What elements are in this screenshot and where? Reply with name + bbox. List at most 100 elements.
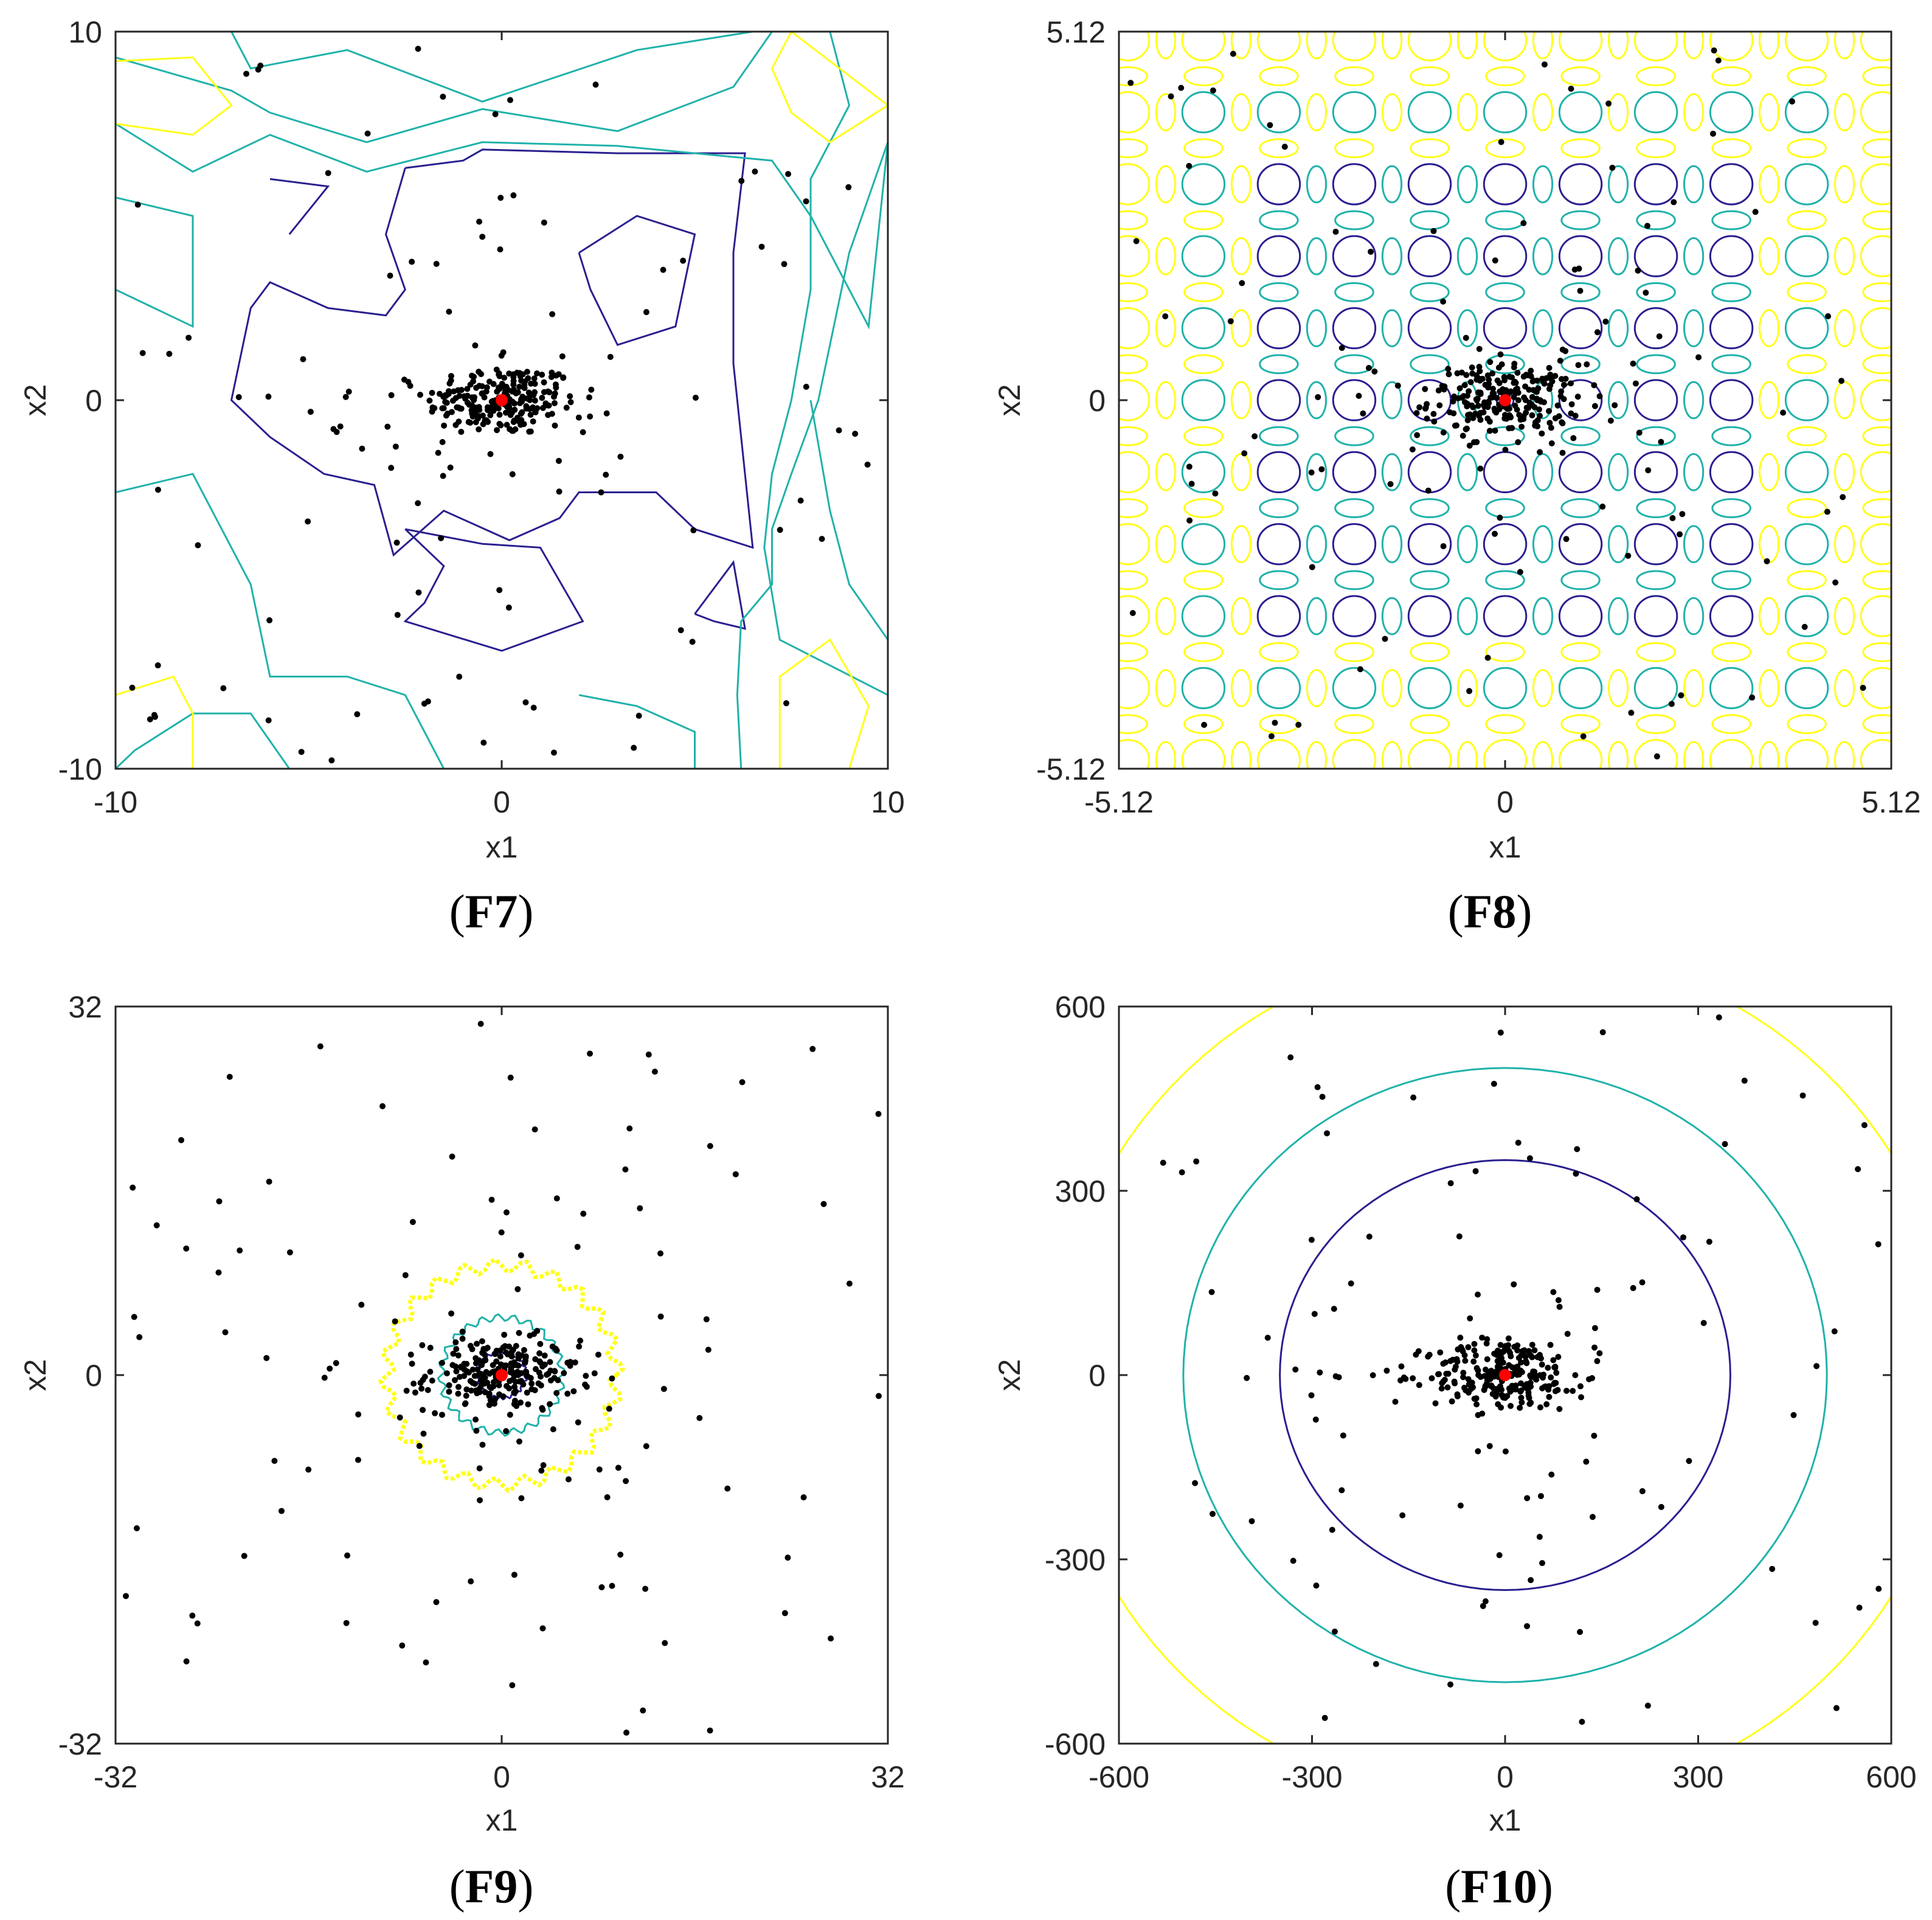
population-point xyxy=(1469,364,1475,371)
contour-loop-mid xyxy=(1784,595,1829,637)
contour-saddle-mid xyxy=(1334,570,1374,591)
population-point xyxy=(492,1395,499,1402)
population-point xyxy=(1577,1394,1584,1401)
contour-line-mid xyxy=(116,32,773,144)
population-point xyxy=(1589,1514,1596,1520)
contour-line-mid xyxy=(116,196,194,328)
population-point xyxy=(1331,1628,1338,1635)
population-point xyxy=(342,393,349,400)
population-point xyxy=(129,684,136,691)
population-point xyxy=(384,423,391,430)
population-point xyxy=(1537,412,1543,419)
population-point xyxy=(136,1334,143,1340)
population-point xyxy=(1764,558,1770,564)
contour-saddle-mid xyxy=(1456,453,1478,491)
contour-loop-low xyxy=(1407,451,1452,493)
population-point xyxy=(464,386,471,392)
population-point xyxy=(1825,313,1832,320)
contour-saddle-high xyxy=(1381,32,1403,60)
population-point xyxy=(1639,1279,1646,1286)
population-point xyxy=(409,258,415,265)
population-point xyxy=(1210,87,1216,94)
contour-loop-high xyxy=(1119,379,1151,421)
contour-saddle-high xyxy=(1833,669,1855,707)
population-point xyxy=(783,700,789,707)
contour-saddle-high xyxy=(1607,669,1629,707)
contour-saddle-high xyxy=(1334,714,1374,735)
population-point xyxy=(300,356,306,362)
contour-loop-high xyxy=(1784,739,1829,769)
population-point xyxy=(355,1457,361,1463)
population-point xyxy=(514,1286,521,1292)
contour-saddle-high xyxy=(1183,426,1224,446)
population-point xyxy=(1369,1372,1376,1379)
contour-loop-high xyxy=(1119,307,1151,350)
population-point xyxy=(1559,419,1565,426)
population-point xyxy=(330,426,337,432)
population-point xyxy=(1338,1487,1345,1494)
population-point xyxy=(1633,1196,1640,1202)
population-point xyxy=(536,1350,543,1357)
population-point xyxy=(1488,1367,1495,1374)
population-point xyxy=(459,1328,466,1335)
population-point xyxy=(1589,1375,1596,1382)
population-point xyxy=(194,1620,201,1627)
y-axis-label: x2 xyxy=(18,1359,52,1391)
population-point xyxy=(1668,701,1675,707)
contour-saddle-high xyxy=(1230,32,1252,60)
population-point xyxy=(1515,439,1522,446)
population-point xyxy=(651,1069,658,1075)
population-point xyxy=(490,1379,497,1385)
contour-loop-low xyxy=(1332,307,1377,350)
population-point xyxy=(1556,413,1562,420)
population-point xyxy=(1373,1661,1379,1668)
population-point xyxy=(680,257,687,264)
population-point xyxy=(690,527,697,533)
population-point xyxy=(1463,372,1470,378)
population-point xyxy=(526,406,533,412)
population-point xyxy=(475,412,482,419)
contour-saddle-high xyxy=(1259,642,1299,662)
population-point xyxy=(1489,1391,1496,1398)
population-point xyxy=(1464,403,1470,410)
population-point xyxy=(450,1350,457,1357)
contour-loop-low xyxy=(1256,523,1301,566)
population-point xyxy=(1568,401,1575,407)
contour-loop-high xyxy=(1119,667,1151,710)
population-point xyxy=(645,1052,652,1058)
population-point xyxy=(1268,733,1275,740)
population-point xyxy=(1573,1170,1579,1177)
population-point xyxy=(1409,446,1416,452)
contour-saddle-high xyxy=(1119,138,1148,159)
population-point xyxy=(321,1374,328,1381)
population-point xyxy=(462,1401,468,1407)
population-point xyxy=(1329,1527,1335,1533)
population-point xyxy=(470,378,477,385)
population-point xyxy=(1568,85,1574,92)
population-point xyxy=(1467,1315,1473,1322)
population-point xyxy=(355,1411,362,1418)
population-point xyxy=(278,1508,285,1514)
population-point xyxy=(617,1551,624,1558)
population-point xyxy=(1497,1342,1504,1348)
population-point xyxy=(490,381,497,387)
contour-saddle-high xyxy=(1230,237,1252,276)
contour-loop-high xyxy=(1256,32,1301,61)
contour-saddle-high xyxy=(1410,642,1450,662)
population-point xyxy=(1494,395,1500,401)
population-point xyxy=(1470,1358,1477,1365)
population-point xyxy=(461,1373,468,1379)
population-point xyxy=(1572,412,1579,419)
population-point xyxy=(431,405,438,412)
contour-saddle-mid xyxy=(1334,426,1374,446)
population-point xyxy=(1635,267,1641,274)
contour-loop-mid xyxy=(1332,91,1377,134)
contour-saddle-mid xyxy=(1410,426,1450,446)
population-point xyxy=(518,1399,524,1406)
population-point xyxy=(511,1572,518,1578)
contour-loop-high xyxy=(1860,595,1891,637)
population-point xyxy=(1281,144,1288,150)
population-point xyxy=(1856,1604,1863,1611)
population-point xyxy=(845,184,852,190)
